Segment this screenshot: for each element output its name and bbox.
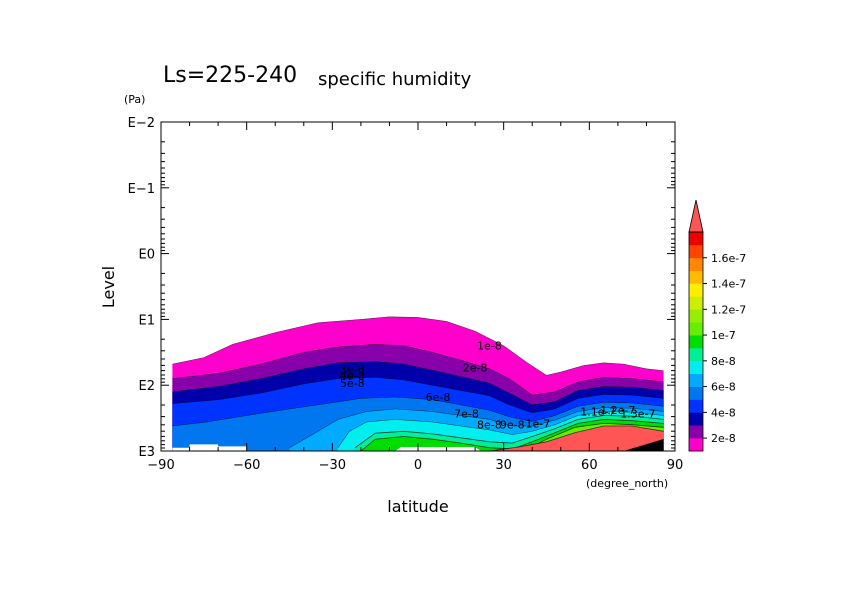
colorbar-label: 1.4e-7: [711, 278, 746, 291]
contour-label: 3e-8: [340, 363, 365, 376]
x-tick-label: 0: [414, 458, 422, 473]
y-tick-label: E1: [139, 313, 156, 328]
x-axis-label: latitude: [387, 497, 448, 516]
contour-line-1.3e-7: [489, 425, 664, 451]
x-axis: −90 −60 −30 0 30 60 90: [147, 122, 683, 473]
contour-label: 6e-8: [426, 391, 451, 404]
colorbar-label: 2e-8: [711, 432, 736, 445]
contour-label: 1e-7: [526, 417, 551, 430]
contour-label: 7e-8: [454, 408, 479, 421]
band-1.3e-7: [489, 426, 664, 451]
colorbar-segment: [689, 309, 703, 323]
colorbar-segment: [689, 232, 703, 246]
contour-bands: [172, 316, 664, 451]
x-tick-label: −60: [233, 458, 260, 473]
contour-line-2e-8: [172, 344, 664, 396]
contour-label: 5e-8: [340, 377, 365, 390]
contour-line-5e-8: [172, 396, 664, 427]
contour-line-1e-7: [523, 422, 664, 451]
colorbar-segment: [689, 373, 703, 387]
x-tick-label: −30: [319, 458, 346, 473]
x-tick-label: 60: [581, 458, 598, 473]
colorbar-segment: [689, 335, 703, 349]
colorbar-segment: [689, 283, 703, 297]
colorbar-segment: [689, 425, 703, 439]
colorbar-segment: [689, 438, 703, 452]
x-tick-label: −90: [147, 458, 174, 473]
colorbar-label: 4e-8: [711, 406, 736, 419]
contour-label: 9e-8: [500, 419, 525, 432]
surface-step: [395, 447, 481, 451]
contour-line-3e-8: [172, 361, 664, 406]
contour-label: 1.2e-7: [600, 404, 635, 417]
x-tick-label: 30: [495, 458, 512, 473]
colorbar-segment: [689, 244, 703, 259]
contour-label: 2e-8: [463, 361, 488, 374]
colorbar-label: 8e-8: [711, 355, 736, 368]
x-tick-label: 90: [667, 458, 684, 473]
dense-contours: [623, 439, 664, 451]
contour-label: 8e-8: [477, 419, 502, 432]
colorbar-label: 1.6e-7: [711, 252, 746, 265]
colorbar-segment: [689, 296, 703, 310]
y-tick-label: E0: [139, 248, 156, 263]
y-axis-label: Level: [99, 266, 118, 308]
chart-subtitle: specific humidity: [318, 69, 472, 90]
colorbar-label: 1e-7: [711, 329, 736, 342]
contour-labels: 1e-8 2e-8 3e-84e-85e-8 6e-87e-88e-89e-8 1e-7…: [340, 340, 656, 432]
y-tick-label: E2: [139, 379, 156, 394]
contour-label: 1.3e-7: [620, 408, 655, 421]
y-tick-label: E3: [139, 445, 156, 460]
contour-line-7e-8: [337, 411, 664, 448]
y-axis: E−2 E−1 E0 E1 E2 E3: [128, 116, 675, 460]
surface-step: [172, 444, 247, 451]
contour-line-8e-8: [354, 415, 664, 449]
x-units: (degree_north): [586, 477, 668, 490]
y-units: (Pa): [124, 93, 145, 106]
contour-line-6e-8: [289, 407, 664, 448]
contour-label: 1.1e-7: [580, 406, 615, 419]
chart-title: Ls=225-240: [163, 63, 297, 88]
colorbar-segment: [689, 412, 703, 426]
y-tick-label: E−1: [128, 182, 155, 197]
colorbar-label: 1.2e-7: [711, 303, 746, 316]
colorbar-segment: [689, 399, 703, 413]
colorbar-segment: [689, 322, 703, 336]
colorbar-frame: [688, 231, 704, 452]
colorbar-segment: [689, 257, 703, 271]
contour-line-1e-8: [172, 316, 664, 376]
contour-label: 4e-8: [340, 369, 365, 382]
colorbar-segment: [689, 270, 703, 284]
contour-label: 1e-8: [477, 340, 502, 353]
colorbar-segment: [689, 360, 703, 374]
colorbar: 2e-8 4e-8 6e-8 8e-8 1e-7 1.2e-7 1.4e-7 1.6e-7: [688, 199, 746, 452]
colorbar-segment: [689, 347, 703, 362]
colorbar-segment: [689, 386, 703, 400]
contour-line-4e-8: [172, 377, 664, 414]
surface-mask: [172, 439, 664, 451]
colorbar-label: 6e-8: [711, 381, 736, 394]
y-tick-label: E−2: [128, 116, 155, 131]
